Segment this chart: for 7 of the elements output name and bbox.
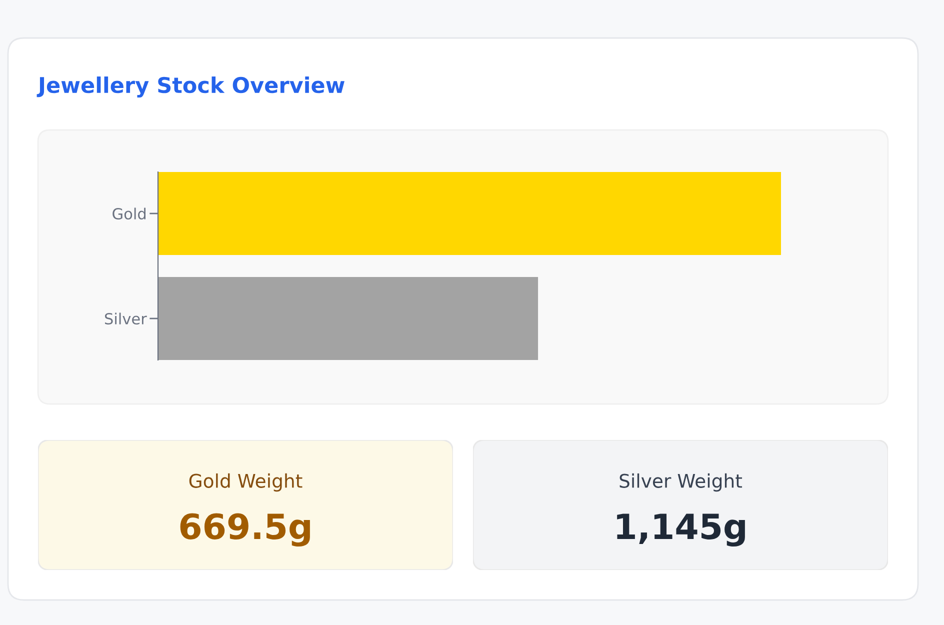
text: 669.5g [180,513,310,546]
y-tick-label: Silver [104,312,147,325]
y-tick-label: Gold [112,208,146,220]
text: Silver Weight [620,473,742,492]
chart-title: Jewellery Stock Overview [36,76,344,98]
text: 1,145g [617,514,745,546]
text: Gold Weight [189,473,302,492]
